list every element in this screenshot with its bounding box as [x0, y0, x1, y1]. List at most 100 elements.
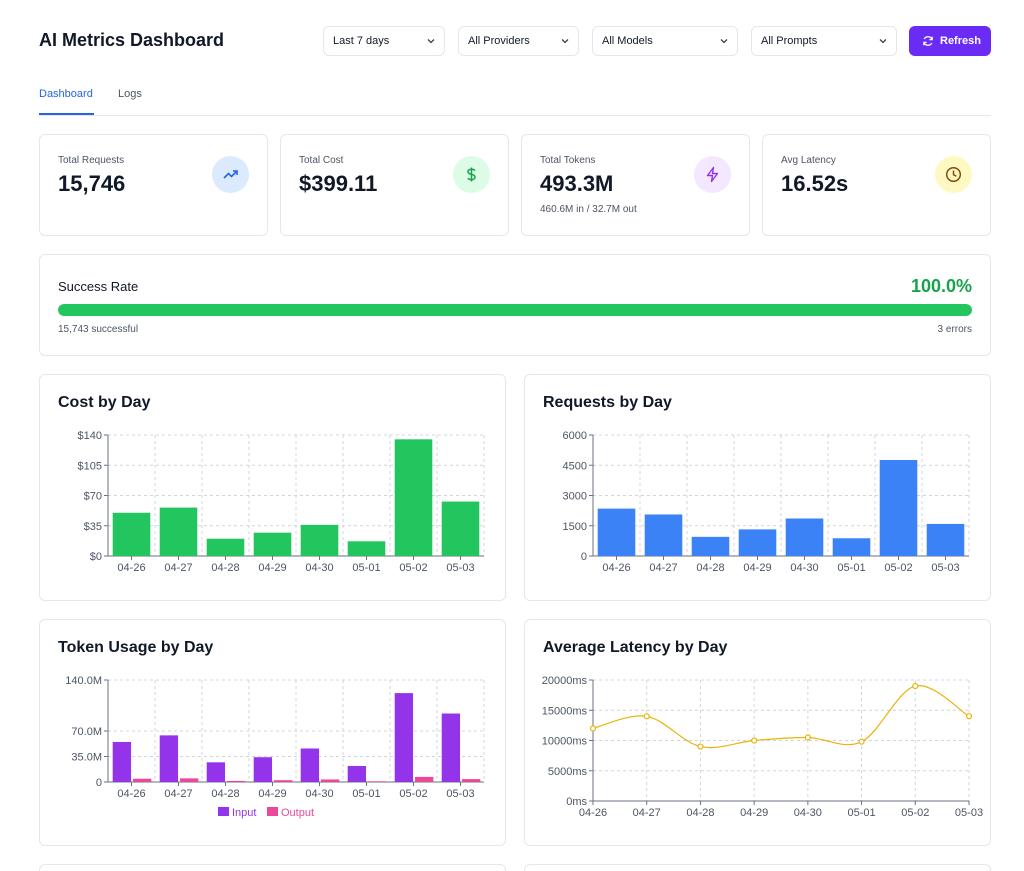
- chart-title: Cost by Day: [58, 394, 151, 411]
- bar: [644, 514, 683, 556]
- y-tick-label: 0: [581, 551, 587, 563]
- refresh-button[interactable]: Refresh: [909, 26, 991, 56]
- stat-label: Total Cost: [299, 155, 344, 166]
- y-tick-label: 3000: [563, 491, 587, 503]
- y-tick-label: 140.0M: [65, 675, 102, 687]
- y-tick-label: 0ms: [566, 796, 587, 808]
- x-tick-label: 04-29: [258, 788, 286, 800]
- stat-subtext: 460.6M in / 32.7M out: [540, 204, 637, 215]
- bar: [300, 524, 339, 556]
- refresh-icon: [923, 36, 933, 46]
- x-tick-label: 04-29: [740, 807, 768, 819]
- bar: [597, 508, 636, 556]
- y-tick-label: 10000ms: [542, 736, 588, 748]
- data-point: [912, 682, 919, 690]
- y-tick-label: 15000ms: [542, 705, 588, 717]
- y-tick-label: 35.0M: [71, 752, 102, 764]
- bar: [206, 538, 245, 556]
- stat-value: 15,746: [58, 171, 126, 196]
- data-point: [589, 725, 597, 732]
- bar: [785, 518, 824, 556]
- x-tick-label: 05-03: [446, 562, 474, 574]
- y-tick-label: 6000: [563, 430, 587, 442]
- chart-title: Average Latency by Day: [543, 639, 728, 656]
- stat-value: 16.52s: [781, 171, 849, 196]
- y-tick-label: $35: [84, 521, 102, 533]
- legend-swatch: [218, 807, 229, 816]
- y-tick-label: $0: [90, 551, 102, 563]
- bar-input: [253, 757, 273, 782]
- data-point: [965, 713, 973, 720]
- successful-count: 15,743 successful: [58, 324, 139, 335]
- dollar-icon: [453, 156, 490, 193]
- requests-by-day-chart: 0 1500 3000 4500 6000 04-26 04-27 04-28 04-29 04-…: [563, 430, 970, 574]
- bar: [832, 538, 871, 556]
- bar-input: [206, 762, 226, 782]
- x-tick-label: 04-28: [211, 788, 239, 800]
- x-tick-label: 04-28: [211, 562, 239, 574]
- date-range-select[interactable]: Last 7 days: [323, 26, 445, 56]
- bar-output: [133, 778, 152, 782]
- bar-output: [415, 776, 434, 782]
- bar: [347, 541, 386, 556]
- bar-output: [368, 781, 387, 782]
- page-title: AI Metrics Dashboard: [39, 30, 225, 50]
- x-tick-label: 04-28: [696, 562, 724, 574]
- chart-title: Token Usage by Day: [58, 639, 214, 656]
- data-point: [751, 737, 758, 744]
- stat-card-total-requests: Total Requests 15,746: [39, 134, 268, 236]
- data-point: [804, 734, 811, 741]
- bar: [691, 536, 730, 556]
- bar-output: [321, 779, 340, 782]
- y-tick-label: 70.0M: [71, 726, 102, 738]
- chevron-down-icon: [720, 39, 728, 44]
- chevron-down-icon: [427, 39, 435, 44]
- bar-input: [112, 741, 132, 782]
- y-tick-label: 5000ms: [548, 766, 588, 778]
- date-range-value: Last 7 days: [333, 35, 390, 47]
- models-select[interactable]: All Models: [592, 26, 738, 56]
- y-tick-label: $70: [84, 491, 102, 503]
- success-rate-progress-fill: [58, 304, 972, 316]
- x-tick-label: 04-27: [633, 807, 661, 819]
- x-tick-label: 04-26: [579, 807, 607, 819]
- next-chart-card: [524, 864, 991, 871]
- prompts-value: All Prompts: [761, 35, 818, 47]
- success-rate-card: Success Rate 100.0% 15,743 successful 3 …: [39, 254, 991, 356]
- lightning-icon: [694, 156, 731, 193]
- x-tick-label: 05-01: [352, 788, 380, 800]
- x-tick-label: 05-02: [399, 562, 427, 574]
- x-tick-label: 05-01: [352, 562, 380, 574]
- tab-logs[interactable]: Logs: [118, 88, 142, 100]
- legend-label: Input: [232, 807, 256, 819]
- tab-dashboard[interactable]: Dashboard: [39, 88, 93, 100]
- success-rate-label: Success Rate: [58, 279, 139, 294]
- providers-select[interactable]: All Providers: [458, 26, 579, 56]
- y-tick-label: $105: [78, 460, 102, 472]
- data-point: [697, 743, 704, 750]
- x-tick-label: 05-01: [837, 562, 865, 574]
- bar: [926, 523, 965, 556]
- token-usage-chart: 0 35.0M 70.0M 140.0M 04-26 04-27 04-28 04-29 04-…: [65, 675, 485, 819]
- cost-by-day-chart: $0 $35 $70 $105 $140 04-26 04-27 04-28 04-29 04-3…: [78, 430, 485, 574]
- bar-input: [394, 693, 414, 782]
- bar: [253, 532, 292, 556]
- stat-card-total-tokens: Total Tokens 493.3M 460.6M in / 32.7M ou…: [521, 134, 750, 236]
- y-tick-label: 20000ms: [542, 675, 588, 687]
- refresh-label: Refresh: [940, 35, 981, 47]
- stat-label: Total Requests: [58, 155, 125, 166]
- requests-by-day-card: Requests by Day 0 1500 3000 4500 6000 04-26 04…: [524, 374, 991, 601]
- error-count: 3 errors: [937, 324, 972, 335]
- clock-icon: [935, 156, 972, 193]
- stat-label: Total Tokens: [540, 155, 596, 166]
- x-tick-label: 04-30: [790, 562, 818, 574]
- x-tick-label: 05-03: [955, 807, 983, 819]
- stat-card-total-cost: Total Cost $399.11: [280, 134, 509, 236]
- bar-output: [462, 779, 481, 782]
- x-tick-label: 05-03: [931, 562, 959, 574]
- y-tick-label: $140: [78, 430, 102, 442]
- x-tick-label: 04-26: [602, 562, 630, 574]
- prompts-select[interactable]: All Prompts: [751, 26, 897, 56]
- data-point: [858, 738, 865, 745]
- bar: [441, 501, 480, 556]
